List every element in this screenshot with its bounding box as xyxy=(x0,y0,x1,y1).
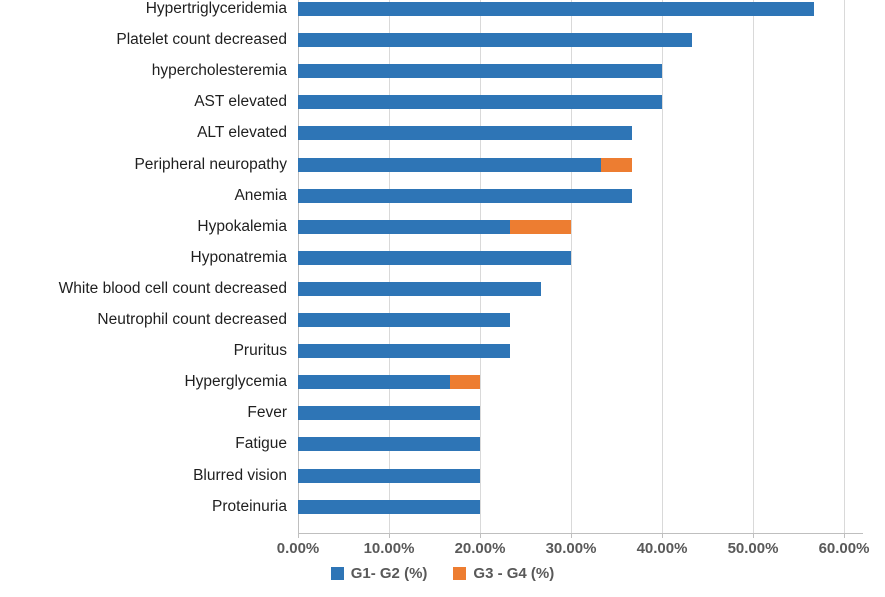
x-tick-label: 0.00% xyxy=(276,540,320,557)
bar-segment-g1g2 xyxy=(298,126,632,141)
bar-segment-g1g2 xyxy=(298,250,571,265)
category-label: Pruritus xyxy=(233,342,287,360)
plot-area xyxy=(298,0,863,534)
x-axis-tick xyxy=(298,534,299,538)
bar-segment-g1g2 xyxy=(298,313,511,327)
bar-segment-g3g4 xyxy=(601,157,632,172)
bar-segment-g1g2 xyxy=(298,437,480,452)
category-label: Blurred vision xyxy=(193,466,287,484)
x-axis-tick xyxy=(571,534,572,538)
category-label: Platelet count decreased xyxy=(116,31,287,49)
bar-segment-g1g2 xyxy=(298,95,662,110)
legend-label: G1- G2 (%) xyxy=(350,565,428,582)
category-label: Hyponatremia xyxy=(190,248,288,266)
legend-swatch-icon xyxy=(453,567,467,580)
gridline-0pct xyxy=(298,0,299,533)
x-axis-tick xyxy=(844,534,845,538)
x-tick-label: 10.00% xyxy=(363,540,415,557)
category-label: Hypokalemia xyxy=(197,217,287,235)
bar-segment-g1g2 xyxy=(298,468,480,483)
bar-segment-g3g4 xyxy=(449,375,480,390)
bar-segment-g1g2 xyxy=(298,33,693,48)
category-label: Proteinuria xyxy=(212,497,287,515)
x-tick-label: 30.00% xyxy=(545,540,597,557)
category-label: Peripheral neuropathy xyxy=(134,155,287,173)
bar-segment-g1g2 xyxy=(298,64,662,79)
x-tick-label: 40.00% xyxy=(636,540,688,557)
bar-segment-g1g2 xyxy=(298,219,511,234)
category-label: Fatigue xyxy=(235,435,287,453)
x-tick-label: 20.00% xyxy=(454,540,506,557)
category-label: White blood cell count decreased xyxy=(58,279,287,297)
bar-segment-g1g2 xyxy=(298,375,450,390)
bar-segment-g1g2 xyxy=(298,344,511,359)
category-label: Anemia xyxy=(234,186,287,204)
legend-item-g1g2: G1- G2 (%) xyxy=(330,565,428,582)
bar-segment-g1g2 xyxy=(298,2,814,16)
gridline-30pct xyxy=(571,0,572,533)
gridline-40pct xyxy=(662,0,663,533)
bar-segment-g3g4 xyxy=(510,219,571,234)
x-axis-tick xyxy=(753,534,754,538)
category-label: hypercholesteremia xyxy=(151,62,287,80)
x-tick-label: 60.00% xyxy=(818,540,870,557)
x-axis-tick xyxy=(389,534,390,538)
bar-segment-g1g2 xyxy=(298,281,541,296)
category-label: Hypertriglyceridemia xyxy=(145,0,287,17)
x-tick-label: 50.00% xyxy=(727,540,779,557)
gridline-20pct xyxy=(480,0,481,533)
category-label: Neutrophil count decreased xyxy=(97,311,287,328)
legend-swatch-icon xyxy=(330,567,344,580)
bar-segment-g1g2 xyxy=(298,406,480,421)
category-label: ALT elevated xyxy=(197,124,287,142)
legend-label: G3 - G4 (%) xyxy=(473,565,555,582)
bar-segment-g1g2 xyxy=(298,157,602,172)
bar-segment-g1g2 xyxy=(298,499,480,514)
legend-item-g3g4: G3 - G4 (%) xyxy=(453,565,554,582)
category-label: AST elevated xyxy=(194,93,287,111)
x-axis-tick xyxy=(662,534,663,538)
gridline-10pct xyxy=(389,0,390,533)
bar-segment-g1g2 xyxy=(298,188,632,203)
gridline-60pct xyxy=(844,0,845,533)
category-label: Hyperglycemia xyxy=(184,373,287,391)
legend: G1- G2 (%) G3 - G4 (%) xyxy=(0,565,885,582)
gridline-50pct xyxy=(753,0,754,533)
x-axis-tick xyxy=(480,534,481,538)
category-label: Fever xyxy=(247,404,287,422)
